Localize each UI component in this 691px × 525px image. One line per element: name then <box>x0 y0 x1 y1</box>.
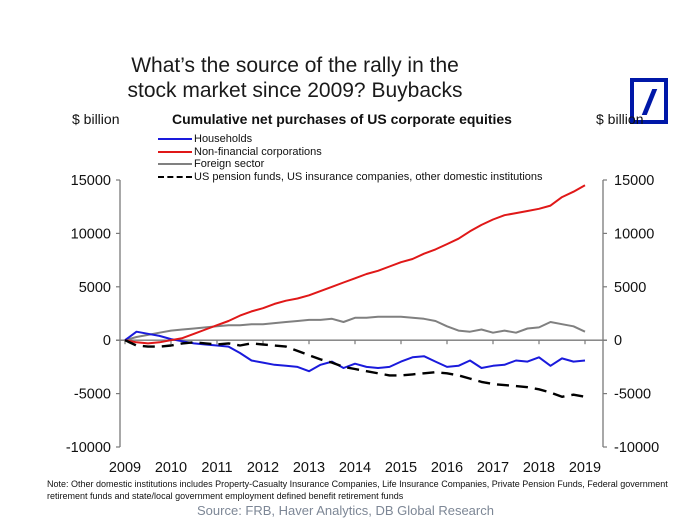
right-y-tick-label: -5000 <box>614 387 651 403</box>
legend-swatch-non-financial-corporations <box>158 150 192 153</box>
left-y-tick-label: 0 <box>103 333 111 349</box>
x-tick-label: 2014 <box>339 460 371 476</box>
right-y-tick-label: -10000 <box>614 440 659 456</box>
x-tick-label: 2017 <box>477 460 509 476</box>
left-y-tick-label: 15000 <box>71 173 111 189</box>
left-y-tick-label: 5000 <box>79 280 111 296</box>
deutsche-bank-logo-icon <box>630 78 668 124</box>
series-line-foreign-sector <box>124 315 586 342</box>
right-y-tick-label: 5000 <box>614 280 646 296</box>
title-line-1: What’s the source of the rally in the <box>131 54 459 77</box>
series-line-households <box>124 330 586 373</box>
legend-item-households: Households <box>158 133 543 146</box>
page-title: What’s the source of the rally in the st… <box>100 53 490 103</box>
x-tick-label: 2013 <box>293 460 325 476</box>
footnote: Note: Other domestic institutions includ… <box>47 479 668 501</box>
left-y-tick-label: 10000 <box>71 226 111 242</box>
x-tick-label: 2016 <box>431 460 463 476</box>
right-y-tick-label: 0 <box>614 333 622 349</box>
left-y-tick-label: -10000 <box>66 440 111 456</box>
legend-swatch-domestic-institutions <box>158 175 192 178</box>
right-y-tick-label: 15000 <box>614 173 654 189</box>
right-y-tick-label: 10000 <box>614 226 654 242</box>
x-tick-label: 2019 <box>569 460 601 476</box>
x-tick-label: 2011 <box>201 460 232 476</box>
chart-title: Cumulative net purchases of US corporate… <box>172 111 512 127</box>
source-line: Source: FRB, Haver Analytics, DB Global … <box>197 503 494 518</box>
legend-swatch-households <box>158 138 192 141</box>
x-tick-label: 2012 <box>247 460 279 476</box>
chart-legend: Households Non-financial corporations Fo… <box>158 133 543 183</box>
legend-label-foreign-sector: Foreign sector <box>194 158 265 170</box>
legend-label-households: Households <box>194 133 253 145</box>
x-tick-label: 2009 <box>109 460 141 476</box>
series-line-us-pension-funds-us-insurance-companies-other-domestic-institutions <box>124 339 586 398</box>
legend-label-non-financial-corporations: Non-financial corporations <box>194 145 322 158</box>
legend-item-non-financial-corporations: Non-financial corporations <box>158 146 543 159</box>
left-y-tick-label: -5000 <box>74 387 111 403</box>
legend-label-domestic-institutions: US pension funds, US insurance companies… <box>194 170 543 183</box>
legend-item-foreign-sector: Foreign sector <box>158 158 543 171</box>
x-tick-label: 2010 <box>155 460 187 476</box>
series-line-non-financial-corporations <box>124 184 586 345</box>
x-tick-label: 2018 <box>523 460 555 476</box>
left-axis-unit-label: $ billion <box>72 111 120 127</box>
legend-swatch-foreign-sector <box>158 163 192 166</box>
x-tick-label: 2015 <box>385 460 417 476</box>
legend-item-domestic-institutions: US pension funds, US insurance companies… <box>158 171 543 184</box>
title-line-2: stock market since 2009? Buybacks <box>127 79 463 102</box>
right-axis-unit-label: $ billion <box>596 111 644 127</box>
